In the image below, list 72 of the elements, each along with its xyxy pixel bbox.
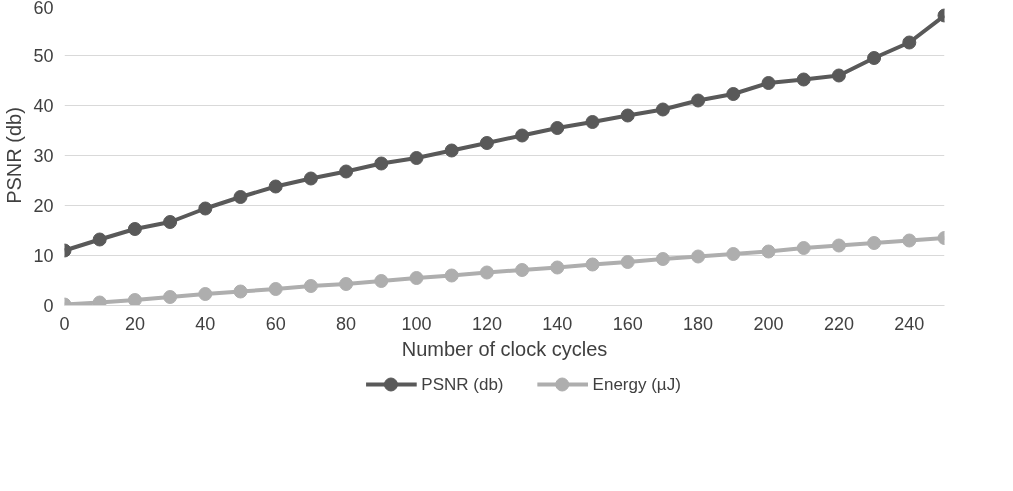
point [902,35,917,50]
point [550,260,565,275]
point [796,241,811,255]
point [761,244,776,259]
point [655,102,670,117]
point [726,87,741,101]
point [585,115,600,129]
point [550,121,565,135]
y-tick-label: 50 [33,46,54,66]
x-tick-label: 220 [823,313,854,334]
point [303,279,318,293]
point [268,282,283,296]
x-tick-label: 40 [195,313,216,334]
point [127,293,142,306]
point [233,190,248,204]
point [444,143,459,158]
y-tick-label: 0 [43,296,54,316]
point [163,215,178,229]
point [233,284,248,299]
point [585,257,600,272]
point [303,171,318,186]
x-tick-label: 60 [265,313,286,334]
point [796,72,811,87]
point [831,68,846,83]
y-tick-label: 20 [33,196,54,216]
point [726,247,741,261]
x-tick-label: 120 [471,313,502,334]
legend-label: PSNR (db) [421,375,504,394]
point [479,265,494,280]
y-tick-label: 60 [33,0,54,18]
point [409,271,424,285]
x-tick-label: 100 [401,313,432,334]
point [198,287,213,301]
x-tick-label: 140 [542,313,573,334]
point [198,201,213,216]
point [831,238,846,253]
point [409,151,424,165]
point [268,179,283,194]
point [515,263,530,277]
y-tick-label: 10 [33,246,54,266]
y-tick-label: 30 [33,146,54,166]
point [479,136,494,150]
point [655,252,670,266]
x-tick-label: 240 [894,313,925,334]
x-tick-label: 0 [59,313,70,334]
legend-label: Energy (µJ) [592,375,681,394]
y-axis-title: PSNR (db) [3,107,26,204]
point [339,277,354,291]
point [691,93,706,108]
x-tick-label: 160 [612,313,643,334]
point [620,255,635,269]
y-tick-label: 40 [33,96,54,116]
x-tick-label: 200 [753,313,784,334]
point [339,164,354,179]
point [761,76,776,90]
point [515,128,530,143]
x-axis-title: Number of clock cycles [401,337,608,360]
point [92,295,107,306]
point [444,268,459,283]
point [867,236,882,250]
point [902,233,917,248]
point [127,222,142,236]
point [620,108,635,123]
x-tick-label: 180 [683,313,714,334]
point [691,249,706,264]
x-tick-label: 80 [336,313,357,334]
point [867,51,882,65]
point [374,274,389,288]
point [92,232,107,247]
x-tick-label: 20 [124,313,145,334]
point [374,156,389,171]
point [163,290,178,304]
